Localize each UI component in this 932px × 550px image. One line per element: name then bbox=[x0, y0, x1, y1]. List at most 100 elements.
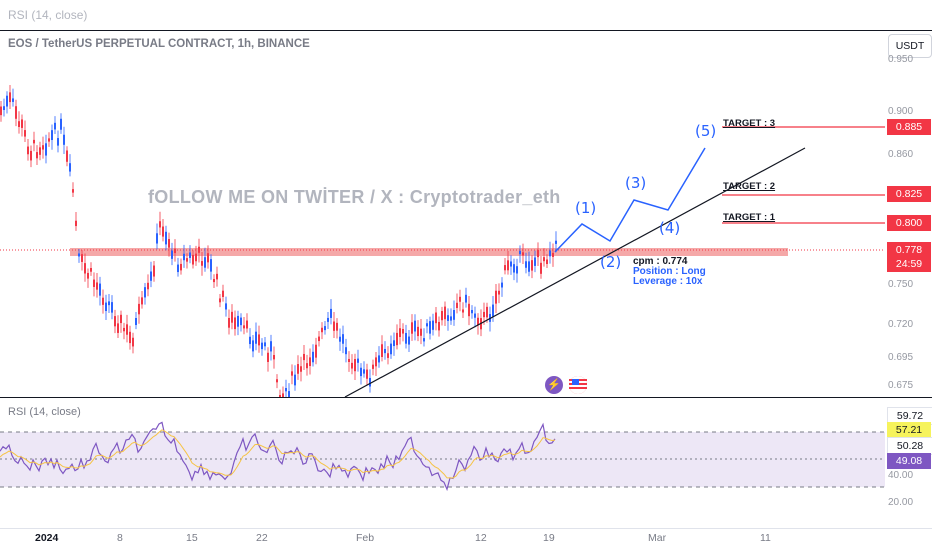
candle-body bbox=[96, 282, 98, 290]
candle-body bbox=[45, 143, 47, 156]
candle-body bbox=[384, 348, 386, 354]
candle-body bbox=[174, 248, 176, 254]
candle-body bbox=[507, 260, 509, 271]
candle-body bbox=[177, 264, 179, 273]
candle-body bbox=[90, 268, 92, 272]
candle-body bbox=[225, 303, 227, 310]
candle-body bbox=[150, 271, 152, 281]
candle-body bbox=[477, 317, 479, 326]
candle-body bbox=[243, 325, 245, 329]
currency-button[interactable]: USDT bbox=[888, 34, 932, 58]
candle-body bbox=[189, 252, 191, 258]
chart-title: EOS / TetherUS PERPETUAL CONTRACT, 1h, B… bbox=[8, 38, 310, 50]
candle-body bbox=[0, 106, 2, 116]
candle-body bbox=[279, 395, 281, 397]
candle-body bbox=[12, 98, 14, 102]
candle-body bbox=[414, 320, 416, 332]
price-chart[interactable] bbox=[0, 31, 885, 397]
rsi-tick: 40.00 bbox=[888, 470, 914, 481]
candle-body bbox=[201, 261, 203, 266]
candle-body bbox=[33, 139, 35, 144]
candle-body bbox=[453, 310, 455, 320]
candle-body bbox=[465, 294, 467, 303]
candle-body bbox=[513, 264, 515, 273]
us-flag-icon[interactable] bbox=[569, 376, 587, 394]
candle-body bbox=[366, 369, 368, 379]
candle-body bbox=[510, 261, 512, 267]
time-tick: Mar bbox=[648, 532, 667, 544]
candle-body bbox=[357, 358, 359, 363]
candle-body bbox=[84, 263, 86, 274]
candle-body bbox=[438, 321, 440, 331]
candle-body bbox=[30, 150, 32, 161]
candle-body bbox=[546, 259, 548, 264]
candle-body bbox=[42, 145, 44, 150]
candle-body bbox=[222, 290, 224, 297]
candle-body bbox=[516, 266, 518, 274]
candle-body bbox=[72, 189, 74, 193]
target-1-label: TARGET : 1 bbox=[723, 212, 776, 223]
rsi-label: RSI (14, close) bbox=[8, 406, 81, 418]
candle-body bbox=[402, 328, 404, 334]
candle-body bbox=[258, 334, 260, 346]
top-panel-label: RSI (14, close) bbox=[8, 8, 88, 22]
candle-body bbox=[408, 336, 410, 345]
candle-body bbox=[144, 287, 146, 298]
target-3-label: TARGET : 3 bbox=[723, 118, 776, 129]
candle-body bbox=[285, 388, 287, 392]
candle-body bbox=[138, 303, 140, 315]
candle-body bbox=[48, 138, 50, 142]
candle-body bbox=[291, 371, 293, 376]
rsi-badge-current: 49.08 bbox=[887, 453, 931, 469]
rsi-band bbox=[0, 432, 885, 487]
candle-body bbox=[234, 317, 236, 330]
candle-body bbox=[387, 353, 389, 358]
candle-body bbox=[120, 314, 122, 324]
wave-3-label: (3) bbox=[625, 174, 647, 192]
candle-body bbox=[264, 342, 266, 347]
panel-separator bbox=[0, 528, 932, 529]
candle-body bbox=[426, 323, 428, 327]
candle-body bbox=[294, 374, 296, 386]
candle-body bbox=[288, 391, 290, 397]
candle-body bbox=[471, 309, 473, 314]
candle-body bbox=[99, 283, 101, 296]
time-tick: 22 bbox=[256, 532, 268, 544]
candle-body bbox=[396, 332, 398, 346]
candle-body bbox=[249, 336, 251, 345]
candle-body bbox=[75, 220, 77, 227]
candle-body bbox=[348, 358, 350, 363]
target-2-label: TARGET : 2 bbox=[723, 181, 776, 192]
rsi-chart[interactable] bbox=[0, 398, 885, 528]
candle-body bbox=[429, 321, 431, 334]
candle-body bbox=[321, 327, 323, 333]
candle-body bbox=[309, 357, 311, 366]
candle-body bbox=[255, 331, 257, 344]
candle-body bbox=[129, 331, 131, 344]
candle-body bbox=[69, 163, 71, 172]
candle-body bbox=[237, 315, 239, 327]
candles-group bbox=[0, 85, 557, 397]
candle-body bbox=[312, 351, 314, 363]
candle-body bbox=[180, 263, 182, 271]
candle-body bbox=[327, 317, 329, 322]
candle-body bbox=[165, 231, 167, 245]
candle-body bbox=[60, 118, 62, 130]
candle-body bbox=[18, 121, 20, 127]
candle-body bbox=[543, 257, 545, 262]
price-tick: 0.860 bbox=[888, 149, 914, 160]
candle-body bbox=[444, 306, 446, 320]
candle-body bbox=[378, 355, 380, 363]
candle-body bbox=[57, 138, 59, 146]
candle-body bbox=[363, 369, 365, 374]
rsi-ma-line bbox=[0, 429, 556, 479]
candle-body bbox=[156, 233, 158, 244]
candle-body bbox=[447, 315, 449, 321]
candle-body bbox=[519, 250, 521, 255]
candle-body bbox=[147, 282, 149, 290]
candle-body bbox=[219, 298, 221, 303]
price-tick: 0.950 bbox=[888, 54, 914, 65]
rsi-badge-mid: 50.28 bbox=[887, 437, 932, 455]
lightning-icon[interactable]: ⚡ bbox=[545, 376, 563, 394]
candle-body bbox=[246, 320, 248, 329]
